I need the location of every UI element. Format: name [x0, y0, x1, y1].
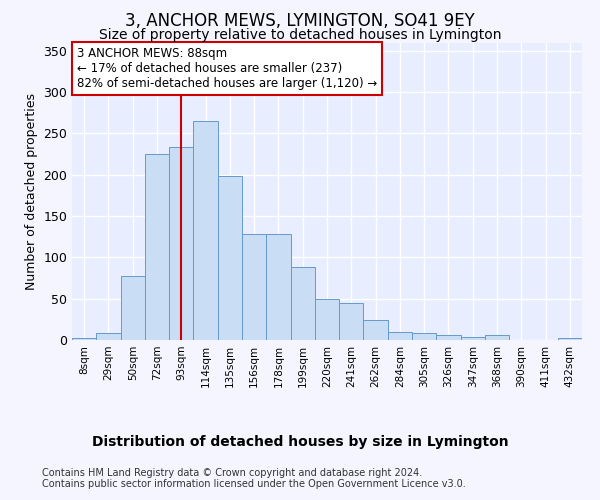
Text: Contains public sector information licensed under the Open Government Licence v3: Contains public sector information licen… — [42, 479, 466, 489]
Bar — [242, 234, 266, 340]
Bar — [558, 338, 582, 340]
Y-axis label: Number of detached properties: Number of detached properties — [25, 93, 38, 290]
Bar — [145, 154, 169, 340]
Bar — [461, 336, 485, 340]
Bar — [193, 121, 218, 340]
Bar — [339, 303, 364, 340]
Bar — [315, 298, 339, 340]
Bar — [266, 234, 290, 340]
Text: Contains HM Land Registry data © Crown copyright and database right 2024.: Contains HM Land Registry data © Crown c… — [42, 468, 422, 477]
Bar — [121, 276, 145, 340]
Bar — [96, 334, 121, 340]
Bar — [218, 176, 242, 340]
Bar — [412, 334, 436, 340]
Bar — [388, 332, 412, 340]
Bar — [485, 335, 509, 340]
Text: 3, ANCHOR MEWS, LYMINGTON, SO41 9EY: 3, ANCHOR MEWS, LYMINGTON, SO41 9EY — [125, 12, 475, 30]
Bar — [436, 335, 461, 340]
Bar — [169, 148, 193, 340]
Text: 3 ANCHOR MEWS: 88sqm
← 17% of detached houses are smaller (237)
82% of semi-deta: 3 ANCHOR MEWS: 88sqm ← 17% of detached h… — [77, 47, 377, 90]
Text: Distribution of detached houses by size in Lymington: Distribution of detached houses by size … — [92, 435, 508, 449]
Bar — [364, 320, 388, 340]
Bar — [72, 338, 96, 340]
Text: Size of property relative to detached houses in Lymington: Size of property relative to detached ho… — [99, 28, 501, 42]
Bar — [290, 268, 315, 340]
